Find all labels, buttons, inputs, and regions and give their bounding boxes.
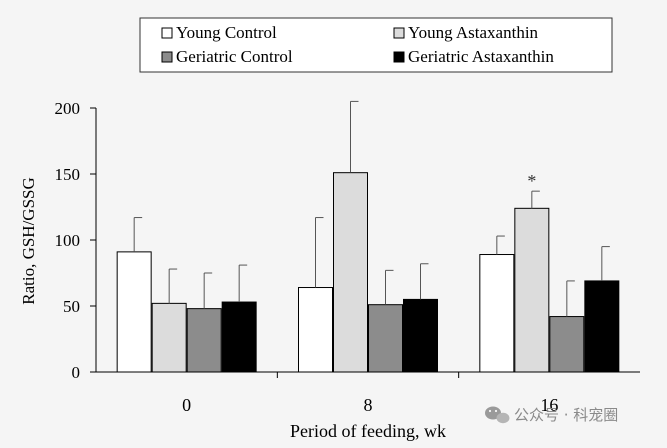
bar	[479, 254, 515, 373]
x-tick-label: 8	[364, 395, 373, 415]
bar	[333, 172, 368, 373]
watermark: 公众号 · 科宠圈	[485, 406, 618, 424]
x-tick-label: 16	[540, 395, 558, 415]
y-tick-label: 50	[63, 297, 80, 316]
legend-swatch-geriatric-control	[161, 51, 173, 63]
bar	[186, 308, 222, 373]
bar	[514, 207, 550, 373]
wechat-icon	[485, 406, 510, 424]
bars: *	[116, 100, 620, 373]
bar	[221, 301, 257, 373]
legend-swatch-geriatric-astaxanthin	[393, 51, 405, 63]
bar	[403, 298, 438, 373]
legend-swatch-young-astaxanthin	[393, 27, 405, 39]
bar	[298, 287, 333, 373]
x-axis-ticks: 0 8 16	[182, 372, 558, 415]
y-axis-label: Ratio, GSH/GSSG	[19, 177, 38, 305]
bar	[151, 302, 187, 373]
legend-box	[139, 17, 613, 73]
y-tick-label: 200	[55, 99, 81, 118]
legend: Young Control Young Astaxanthin Geriatri…	[139, 17, 613, 73]
legend-label-geriatric-control: Geriatric Control	[176, 47, 293, 66]
watermark-text: 公众号 · 科宠圈	[514, 406, 618, 424]
bar	[368, 304, 403, 373]
y-tick-label: 100	[55, 231, 81, 250]
legend-label-young-astaxanthin: Young Astaxanthin	[408, 23, 539, 42]
legend-swatch-young-control	[161, 27, 173, 39]
significance-marker: *	[527, 171, 536, 191]
y-tick-label: 150	[55, 165, 81, 184]
x-axis-label: Period of feeding, wk	[290, 421, 446, 441]
bar	[549, 316, 585, 373]
y-tick-label: 0	[72, 363, 81, 382]
x-tick-label: 0	[182, 395, 191, 415]
legend-label-young-control: Young Control	[176, 23, 277, 42]
bar	[584, 280, 620, 373]
y-axis-ticks: 0 50 100 150 200	[55, 99, 96, 382]
legend-label-geriatric-astaxanthin: Geriatric Astaxanthin	[408, 47, 554, 66]
bar	[116, 251, 152, 373]
